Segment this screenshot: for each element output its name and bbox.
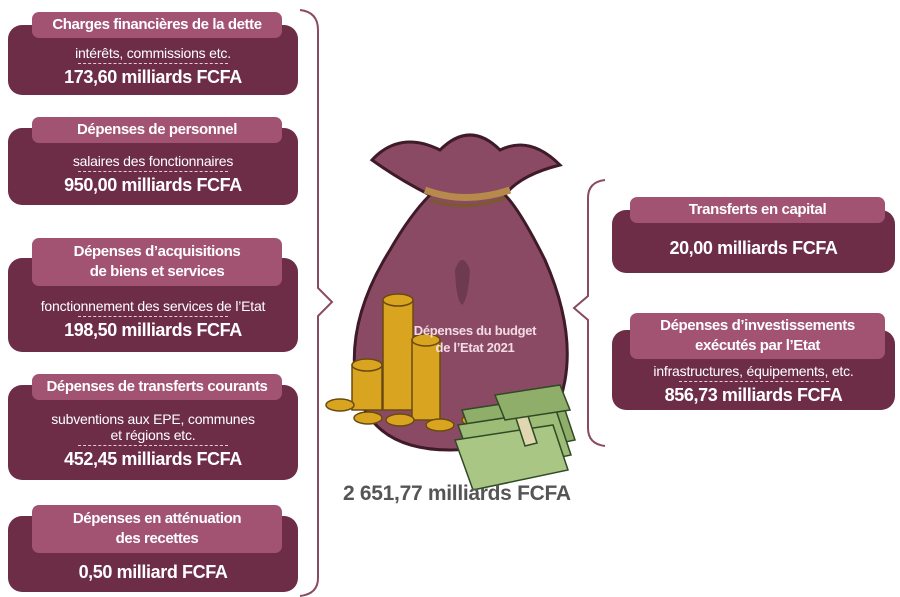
item-title: Dépenses en atténuation des recettes	[32, 505, 282, 553]
title-line: Transferts en capital	[688, 201, 827, 218]
title-line: Dépenses de transferts courants	[46, 378, 268, 395]
title-line: Charges financières de la dette	[52, 16, 262, 33]
amount: 173,60 milliards FCFA	[64, 67, 242, 87]
amount: 452,45 milliards FCFA	[64, 448, 242, 469]
banknotes	[453, 384, 576, 491]
title-line: exécutés par l’Etat	[695, 337, 820, 354]
separator	[78, 444, 228, 446]
separator	[678, 381, 829, 382]
item-title: Charges financières de la dette	[32, 12, 282, 38]
item-title: Dépenses de personnel	[32, 117, 282, 143]
amount: 856,73 milliards FCFA	[664, 385, 843, 405]
amount: 950,00 milliards FCFA	[64, 174, 242, 195]
separator	[78, 170, 228, 172]
coins	[325, 293, 489, 432]
title-line: Dépenses d’investissements	[660, 317, 855, 334]
amount: 198,50 milliards FCFA	[64, 319, 242, 340]
description: infrastructures, équipements, etc.	[653, 363, 854, 379]
item-title: Transferts en capital	[630, 197, 885, 223]
bag-label: Dépenses du budget de l’Etat 2021	[400, 322, 550, 356]
title-line: Dépenses d’acquisitions	[73, 243, 241, 260]
bag-label-line: de l’Etat 2021	[435, 340, 515, 355]
separator	[78, 63, 228, 64]
description: fonctionnement des services de l’Etat	[40, 297, 266, 314]
title-line: Dépenses en atténuation	[72, 510, 242, 527]
separator	[78, 315, 228, 317]
item-title: Dépenses d’acquisitions de biens et servi…	[32, 238, 282, 286]
description: subventions aux EPE, communes	[51, 410, 255, 427]
amount: 0,50 milliard FCFA	[78, 562, 228, 582]
description: et régions etc.	[110, 426, 196, 443]
left-bracket	[299, 9, 334, 597]
amount: 20,00 milliards FCFA	[669, 237, 838, 258]
title-line: des recettes	[115, 530, 199, 547]
description: salaires des fonctionnaires	[72, 152, 234, 169]
item-title: Dépenses d’investissements exécutés par l…	[630, 313, 885, 359]
bag-label-line: Dépenses du budget	[413, 323, 537, 338]
title-line: de biens et services	[89, 263, 225, 280]
item-title: Dépenses de transferts courants	[32, 374, 282, 400]
total: 2 651,77 milliards FCFA	[343, 482, 571, 505]
description: intérêts, commissions etc.	[75, 45, 231, 61]
item-box: subventions aux EPE, communes et régions …	[8, 385, 298, 480]
title-line: Dépenses de personnel	[77, 121, 237, 138]
right-bracket	[572, 179, 606, 447]
